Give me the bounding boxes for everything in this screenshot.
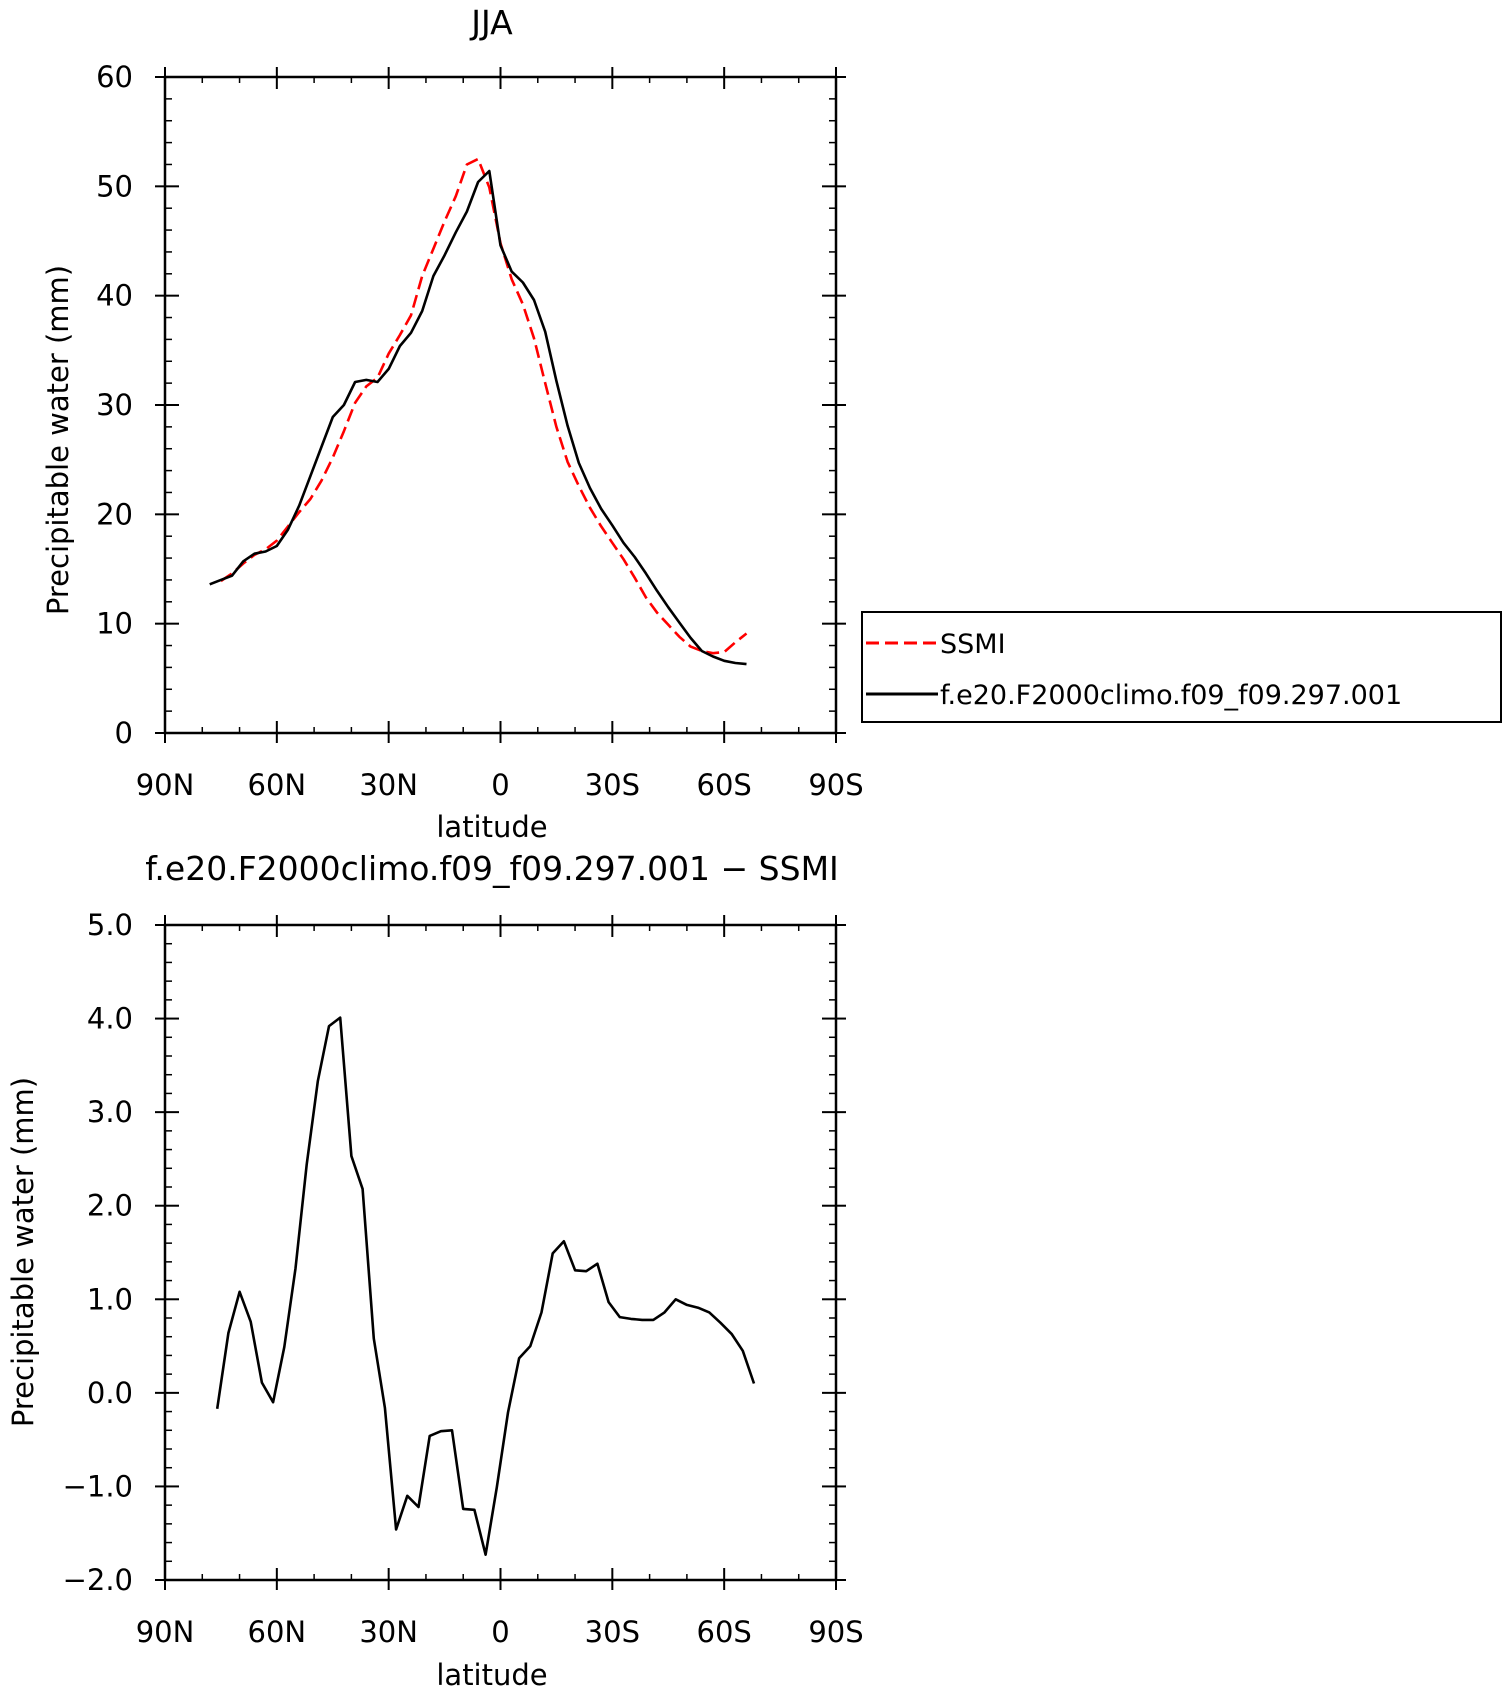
x-tick-label: 0 (491, 1615, 509, 1649)
series-lines (209, 157, 748, 666)
x-tick-label: 0 (491, 768, 509, 802)
y-tick-label: 4.0 (87, 1002, 133, 1036)
x-tick-label: 30N (359, 768, 418, 802)
tick-marks (155, 915, 846, 1590)
x-tick-label: 30N (359, 1615, 418, 1649)
tick-marks (155, 67, 846, 743)
x-tick-labels: 90N 60N 30N 0 30S 60S 90S (136, 1615, 864, 1649)
y-axis-label: Precipitable water (mm) (41, 265, 75, 615)
x-tick-label: 60S (697, 1615, 752, 1649)
x-tick-label: 90N (136, 768, 195, 802)
x-tick-label: 90N (136, 1615, 195, 1649)
y-tick-label: 1.0 (87, 1282, 133, 1316)
series-line-0 (215, 1016, 756, 1556)
y-tick-label: 5.0 (87, 908, 133, 942)
x-tick-label: 90S (808, 768, 863, 802)
y-tick-label: 2.0 (87, 1189, 133, 1223)
series-line-1 (209, 169, 747, 666)
y-tick-labels: −2.0 −1.0 0.0 1.0 2.0 3.0 4.0 5.0 (63, 908, 133, 1597)
x-tick-label: 60N (248, 1615, 307, 1649)
series-line-0 (220, 157, 748, 655)
legend: SSMI f.e20.F2000climo.f09_f09.297.001 (861, 611, 1502, 723)
legend-box (861, 611, 1502, 723)
y-tick-label: 0.0 (87, 1376, 133, 1410)
x-axis-label: latitude (436, 810, 547, 844)
y-tick-label: −2.0 (63, 1563, 133, 1597)
y-axis-label: Precipitable water (mm) (6, 1077, 40, 1427)
y-tick-label: 10 (96, 607, 133, 641)
legend-label-model: f.e20.F2000climo.f09_f09.297.001 (940, 680, 1402, 711)
legend-label-ssmi: SSMI (940, 629, 1006, 660)
series-lines (215, 1016, 756, 1556)
y-tick-label: −1.0 (63, 1469, 133, 1503)
y-tick-label: 20 (96, 497, 133, 531)
chart-title: f.e20.F2000climo.f09_f09.297.001 − SSMI (145, 849, 839, 888)
x-tick-label: 30S (585, 768, 640, 802)
x-axis-label: latitude (436, 1658, 547, 1692)
bottom-chart: f.e20.F2000climo.f09_f09.297.001 − SSMI … (6, 849, 864, 1692)
y-tick-labels: 0 10 20 30 40 50 60 (96, 60, 133, 750)
y-tick-label: 40 (96, 279, 133, 313)
top-chart: JJA 90N 60N 30N 0 30S 60S 90S 0 10 20 30 40 50 60 la… (41, 3, 1502, 844)
chart-title: JJA (469, 3, 513, 42)
x-tick-label: 60N (248, 768, 307, 802)
y-tick-label: 0 (115, 716, 133, 750)
y-tick-label: 50 (96, 169, 133, 203)
x-tick-label: 90S (808, 1615, 863, 1649)
y-tick-label: 3.0 (87, 1095, 133, 1129)
x-tick-label: 30S (585, 1615, 640, 1649)
x-tick-label: 60S (697, 768, 752, 802)
y-tick-label: 30 (96, 388, 133, 422)
y-tick-label: 60 (96, 60, 133, 94)
x-tick-labels: 90N 60N 30N 0 30S 60S 90S (136, 768, 864, 802)
